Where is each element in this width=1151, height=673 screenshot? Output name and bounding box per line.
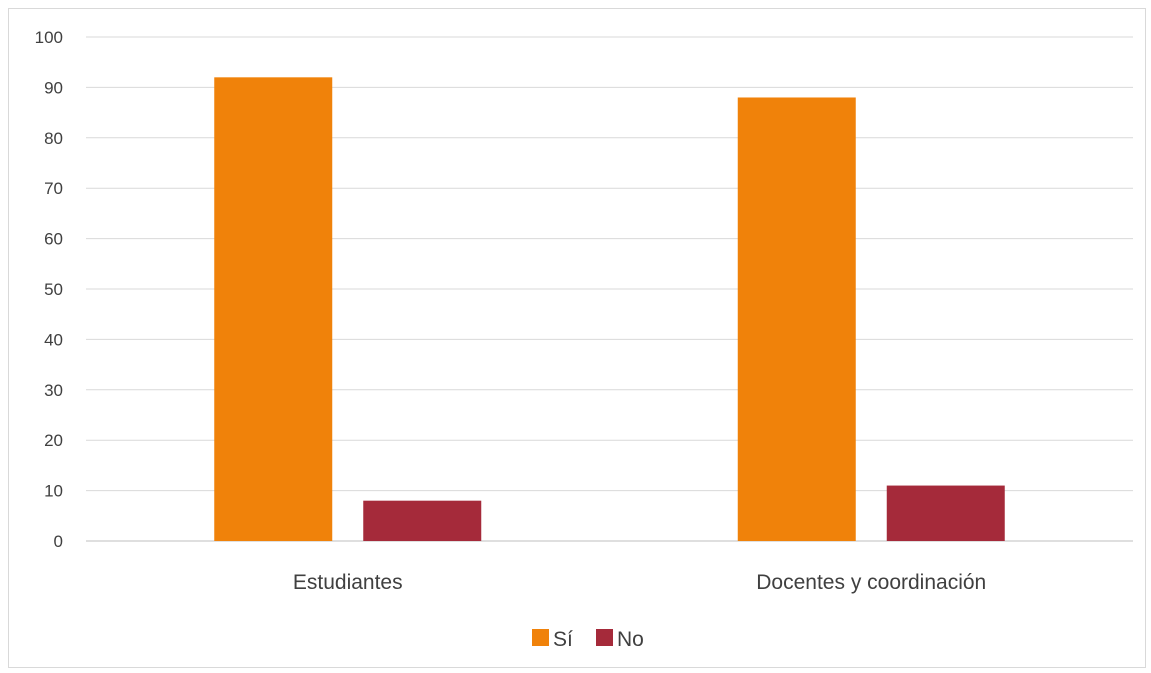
legend-swatch-si: [532, 629, 549, 646]
y-tick-label: 20: [44, 431, 63, 450]
y-axis-tick-labels: 0 10 20 30 40 50 60 70 80 90 100: [35, 28, 63, 551]
y-tick-label: 60: [44, 230, 63, 249]
bar-si-0: [214, 77, 333, 541]
y-tick-label: 70: [44, 179, 63, 198]
y-tick-label: 80: [44, 129, 63, 148]
y-tick-label: 30: [44, 381, 63, 400]
bar-no-0: [363, 500, 482, 541]
legend-label-no: No: [617, 628, 644, 651]
y-tick-label: 10: [44, 482, 63, 501]
bar-si-1: [737, 97, 856, 541]
y-tick-label: 90: [44, 78, 63, 97]
bar-no-1: [886, 485, 1005, 541]
y-tick-label: 50: [44, 280, 63, 299]
y-tick-label: 100: [35, 28, 63, 47]
legend: Sí No: [532, 628, 644, 651]
y-tick-label: 0: [54, 532, 63, 551]
bars: [214, 77, 1005, 541]
chart-frame: [8, 8, 1146, 668]
y-tick-label: 40: [44, 330, 63, 349]
legend-swatch-no: [596, 629, 613, 646]
x-axis-category-labels: Estudiantes Docentes y coordinación: [293, 571, 986, 594]
legend-label-si: Sí: [553, 628, 573, 651]
x-category-label: Estudiantes: [293, 571, 403, 594]
x-category-label: Docentes y coordinación: [756, 571, 986, 594]
